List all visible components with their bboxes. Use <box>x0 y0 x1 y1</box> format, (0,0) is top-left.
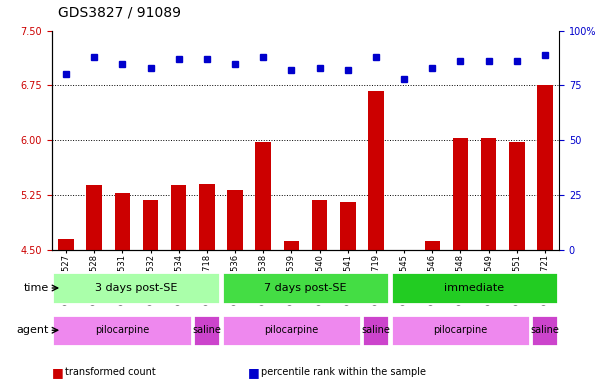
Bar <box>199 184 214 250</box>
Text: pilocarpine: pilocarpine <box>433 325 488 335</box>
Bar <box>222 315 360 346</box>
Bar <box>532 315 558 346</box>
Bar <box>115 193 130 250</box>
Text: transformed count: transformed count <box>65 367 156 377</box>
Bar <box>362 315 389 346</box>
Bar <box>53 273 220 303</box>
Bar <box>368 91 384 250</box>
Bar <box>390 273 558 303</box>
Text: agent: agent <box>16 325 49 335</box>
Bar <box>425 241 440 250</box>
Text: saline: saline <box>192 325 221 335</box>
Text: pilocarpine: pilocarpine <box>95 325 150 335</box>
Bar <box>509 142 525 250</box>
Text: time: time <box>24 283 49 293</box>
Text: immediate: immediate <box>444 283 505 293</box>
Bar <box>312 200 327 250</box>
Text: saline: saline <box>530 325 560 335</box>
Bar <box>340 202 356 250</box>
Text: ■: ■ <box>52 366 64 379</box>
Bar <box>227 190 243 250</box>
Text: pilocarpine: pilocarpine <box>265 325 318 335</box>
Bar <box>481 138 496 250</box>
Bar <box>143 200 158 250</box>
Text: saline: saline <box>362 325 390 335</box>
Bar <box>86 185 102 250</box>
Bar <box>193 315 220 346</box>
Bar <box>222 273 389 303</box>
Bar <box>171 185 186 250</box>
Bar <box>53 315 192 346</box>
Text: 3 days post-SE: 3 days post-SE <box>95 283 178 293</box>
Text: 7 days post-SE: 7 days post-SE <box>264 283 347 293</box>
Text: percentile rank within the sample: percentile rank within the sample <box>261 367 426 377</box>
Text: GDS3827 / 91089: GDS3827 / 91089 <box>58 5 181 19</box>
Bar <box>390 315 530 346</box>
Bar <box>453 138 468 250</box>
Bar <box>284 241 299 250</box>
Bar <box>255 142 271 250</box>
Text: ■: ■ <box>247 366 259 379</box>
Bar <box>537 86 553 250</box>
Bar <box>58 239 74 250</box>
